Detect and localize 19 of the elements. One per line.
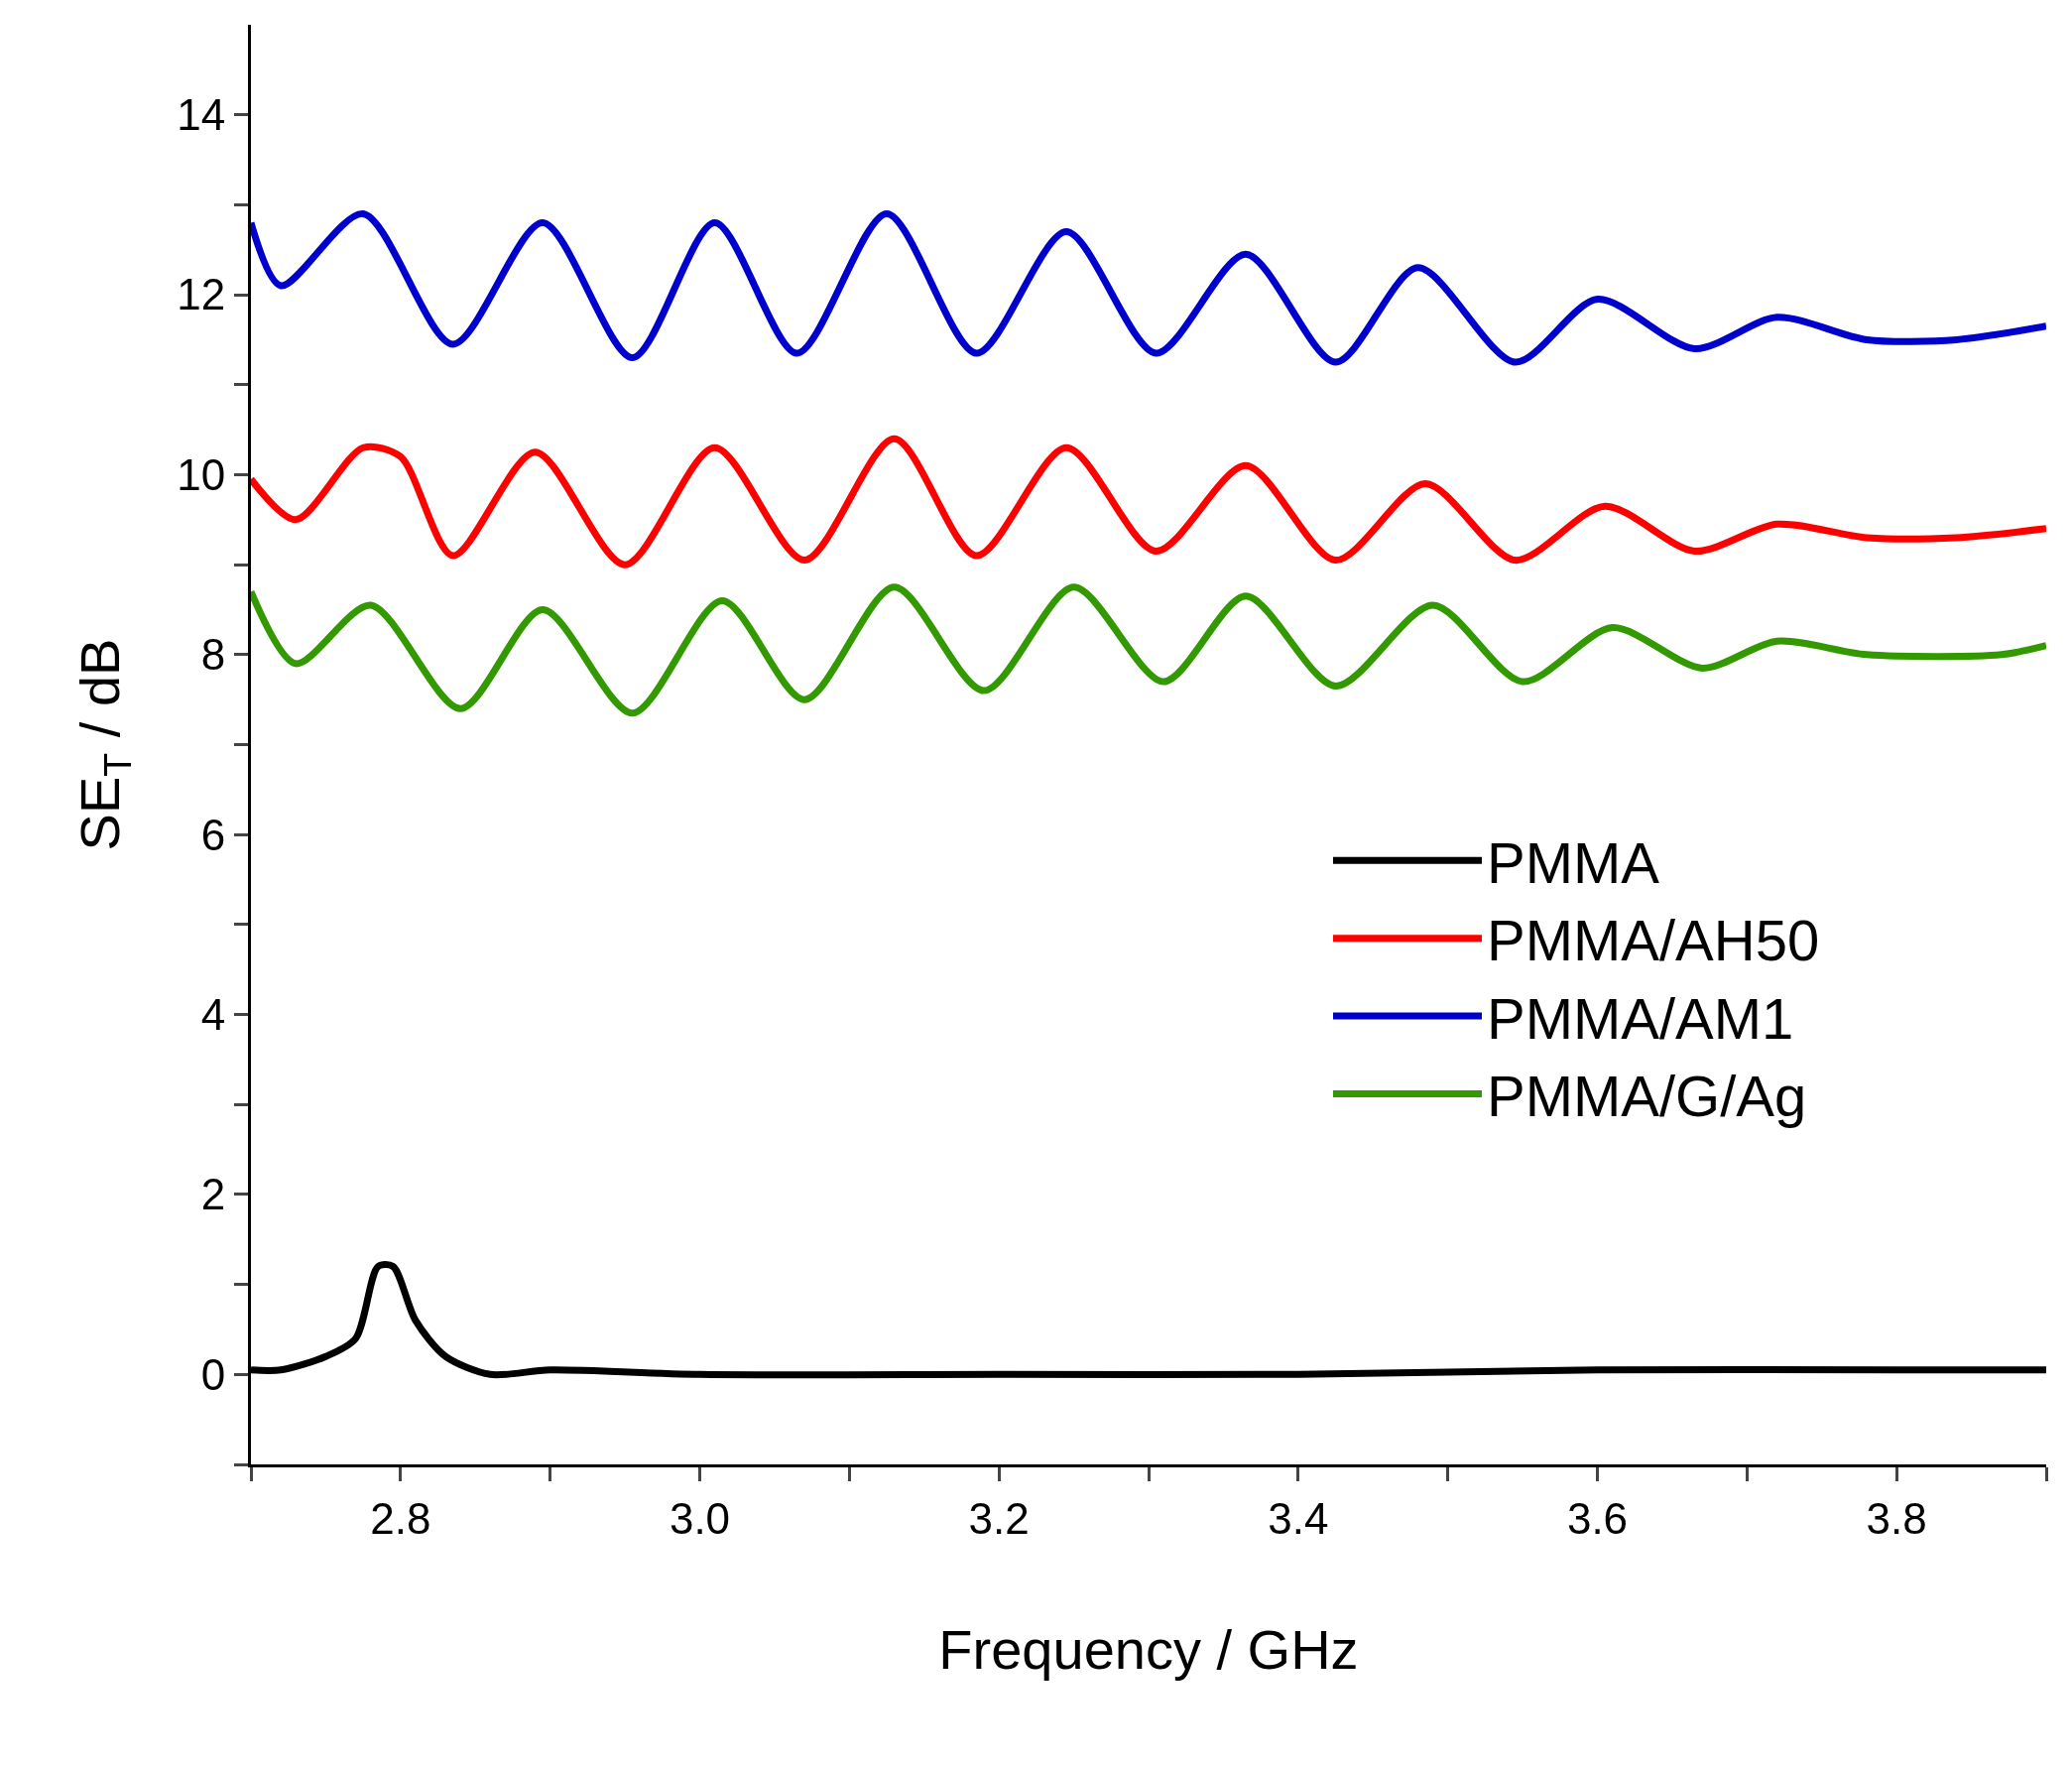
x-tick-label: 3.6	[1566, 1493, 1629, 1543]
y-tick-label: 0	[200, 1349, 226, 1399]
x-tick-label: 3.4	[1268, 1493, 1329, 1543]
y-tick-label: 6	[200, 810, 226, 859]
legend-label: PMMA/AH50	[1487, 908, 1820, 973]
x-tick-label: 2.8	[370, 1493, 431, 1543]
y-tick-label: 12	[177, 270, 226, 319]
y-tick-label: 14	[177, 90, 226, 140]
x-tick-label: 3.2	[968, 1493, 1030, 1543]
y-tick-label: 10	[177, 449, 226, 499]
x-tick-label: 3.0	[669, 1493, 731, 1543]
y-tick-label: 2	[200, 1170, 226, 1219]
y-tick-label: 8	[200, 630, 226, 680]
legend-label: PMMA/G/Ag	[1487, 1064, 1807, 1129]
legend-label: PMMA/AM1	[1487, 985, 1794, 1051]
x-axis-title: Frequency / GHz	[938, 1618, 1359, 1682]
legend-label: PMMA	[1487, 829, 1660, 895]
x-tick-label: 3.8	[1866, 1493, 1927, 1543]
y-tick-label: 4	[200, 989, 226, 1039]
